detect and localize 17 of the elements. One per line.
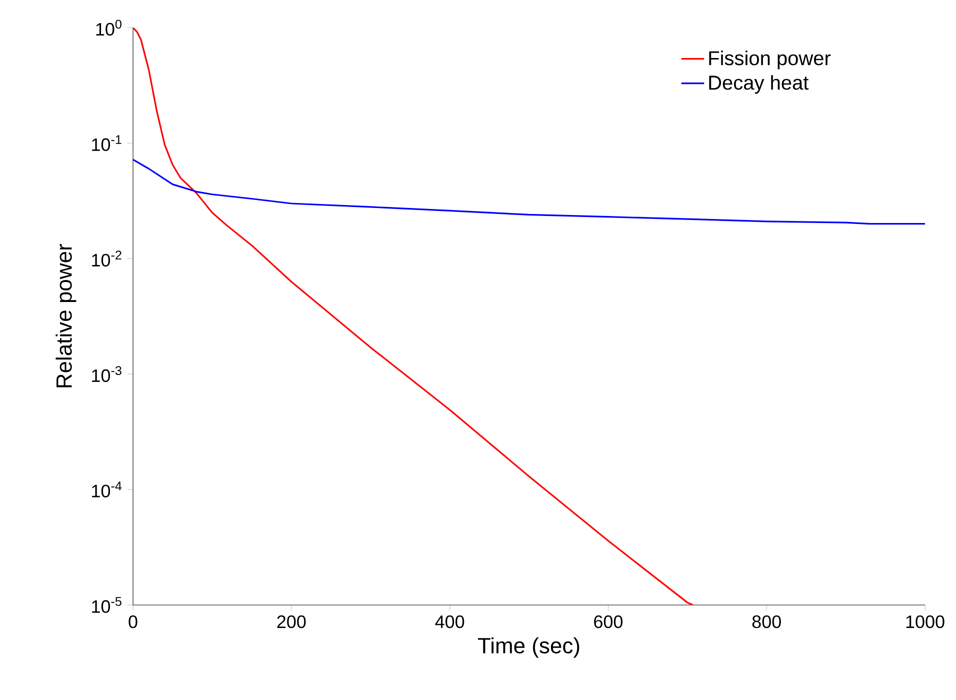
y-tick-label: 10$^{0}$ xyxy=(96,20,122,36)
y-tick-label: 10$^{-5}$ xyxy=(92,597,122,613)
x-tick-label: 0 xyxy=(128,615,138,628)
x-axis-title: Time (sec) xyxy=(478,637,580,658)
x-tick-label: 200 xyxy=(277,615,306,628)
legend-label: Fission power xyxy=(709,50,831,70)
line-series xyxy=(133,158,926,225)
y-axis-title: Relative power xyxy=(56,244,76,388)
y-tick-label: 10$^{-1}$ xyxy=(92,135,122,152)
x-tick-label: 600 xyxy=(594,615,623,628)
y-tick-label: 10$^{-3}$ xyxy=(92,366,122,382)
y-tick-label: 10$^{-4}$ xyxy=(92,482,122,498)
y-tick-label: 10$^{-2}$ xyxy=(92,250,122,267)
x-tick-label: 400 xyxy=(435,615,464,628)
x-tick-label: 1000 xyxy=(906,615,944,628)
x-tick-label: 800 xyxy=(752,615,781,628)
legend-label: Decay heat xyxy=(709,75,809,94)
